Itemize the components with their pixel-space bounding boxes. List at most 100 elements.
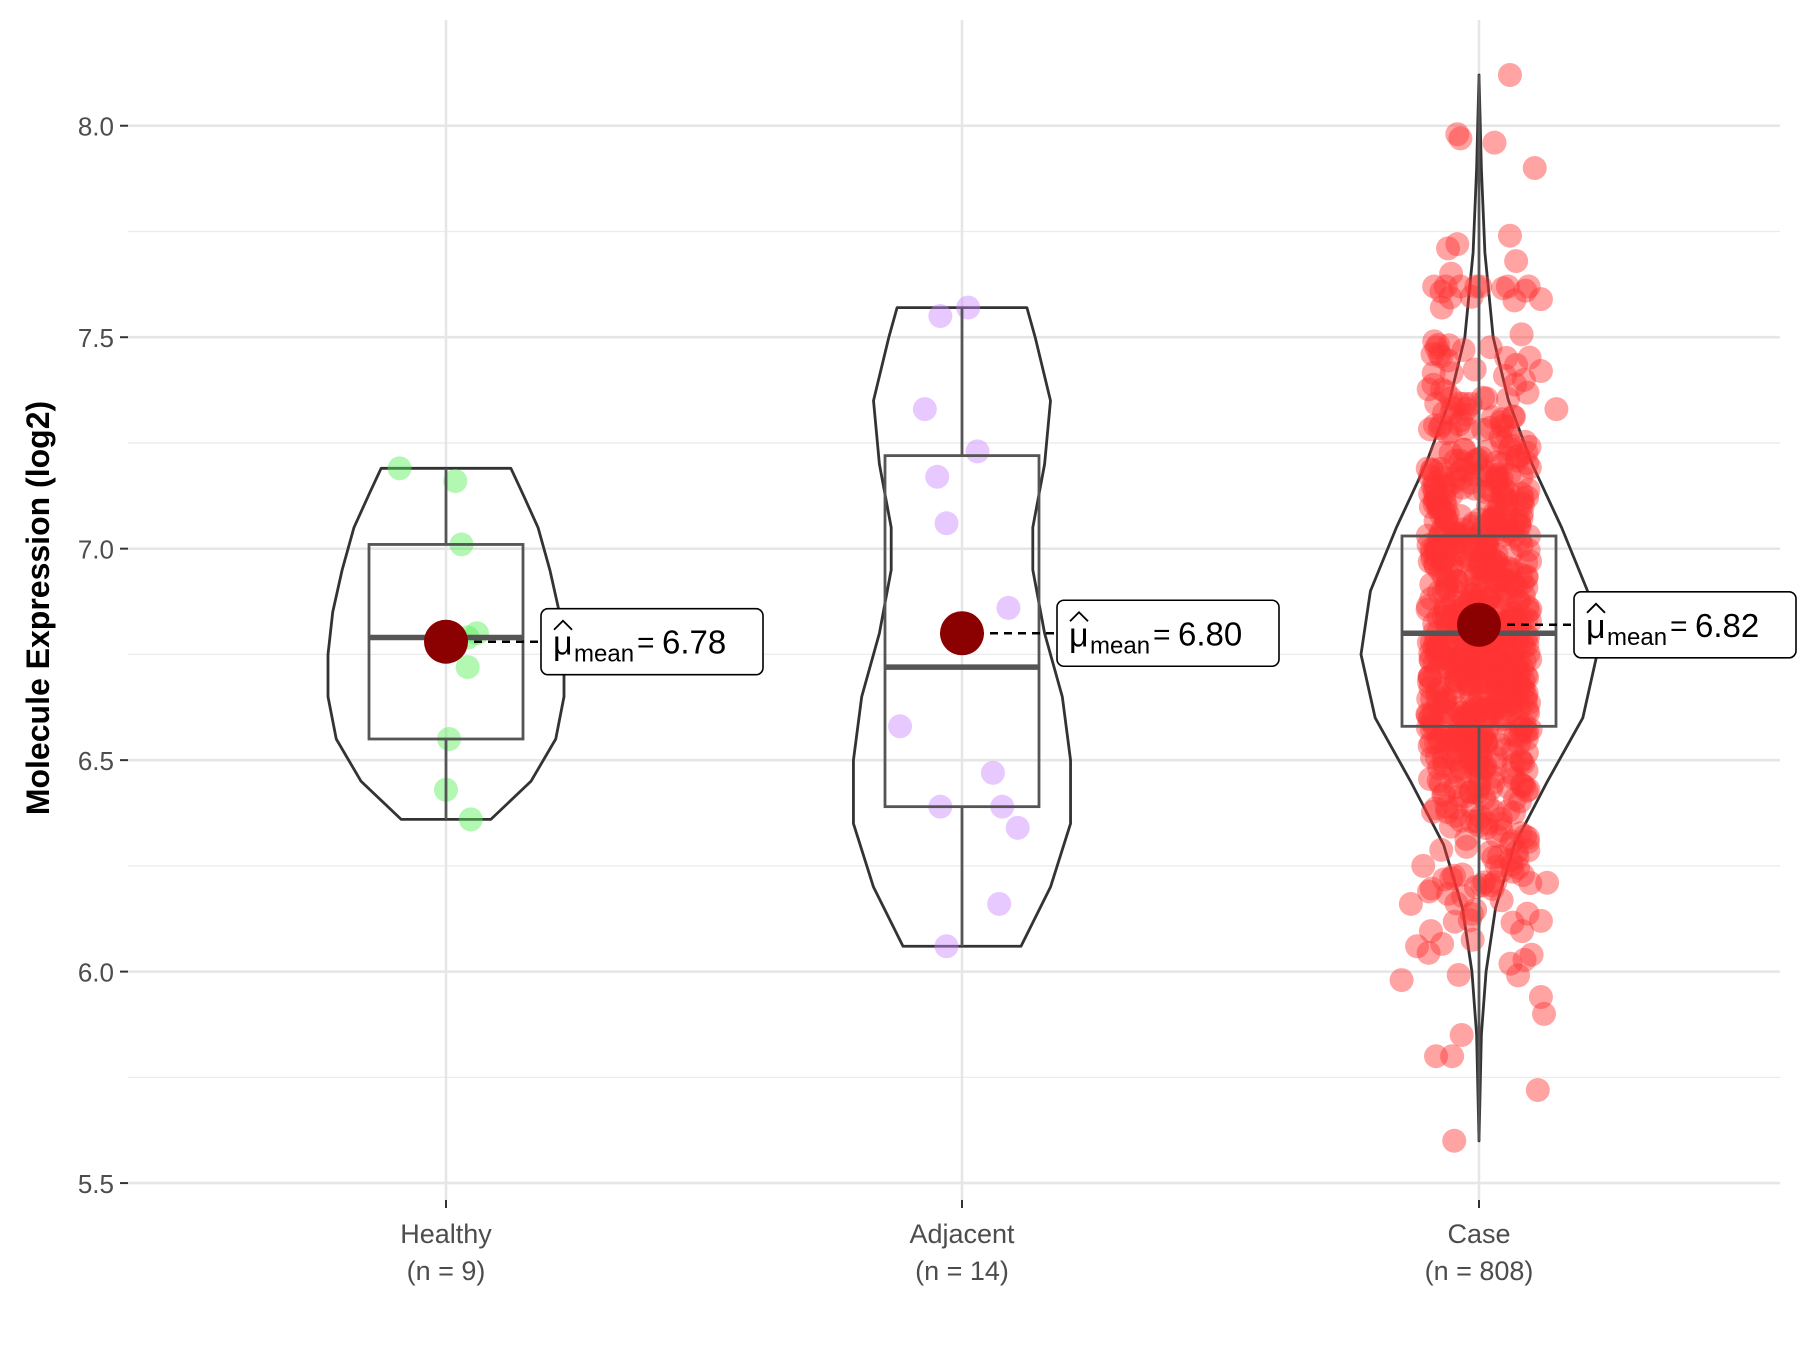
data-point bbox=[1463, 462, 1488, 487]
data-point bbox=[1509, 490, 1534, 515]
data-point bbox=[1417, 549, 1442, 574]
data-point bbox=[1423, 535, 1448, 560]
data-point bbox=[1501, 638, 1526, 663]
axes: 5.5 6.0 6.5 7.0 7.5 8.0 Healthy (n = 9) Adjacent… bbox=[78, 112, 1534, 1286]
data-point bbox=[1516, 641, 1541, 666]
data-point bbox=[1417, 879, 1442, 904]
data-point bbox=[1445, 232, 1470, 257]
data-point bbox=[1459, 699, 1484, 724]
data-point bbox=[1484, 470, 1509, 495]
data-point bbox=[1512, 824, 1537, 849]
data-point bbox=[1493, 706, 1518, 731]
mean-value: 6.78 bbox=[662, 624, 726, 661]
data-point bbox=[1452, 549, 1477, 574]
data-point bbox=[1433, 274, 1458, 299]
data-point bbox=[1436, 881, 1461, 906]
mean-value: 6.80 bbox=[1178, 615, 1242, 652]
data-point bbox=[1444, 891, 1469, 916]
data-point bbox=[1423, 730, 1448, 755]
data-point bbox=[1500, 607, 1525, 632]
data-point bbox=[1432, 753, 1457, 778]
data-point bbox=[1425, 633, 1450, 658]
data-point bbox=[1426, 605, 1451, 630]
data-point bbox=[1420, 457, 1445, 482]
data-point bbox=[1518, 549, 1543, 574]
data-point bbox=[1433, 686, 1458, 711]
data-point bbox=[1431, 748, 1456, 773]
data-point bbox=[1449, 458, 1474, 483]
data-point bbox=[1507, 696, 1532, 721]
data-point bbox=[1433, 595, 1458, 620]
data-point bbox=[1451, 337, 1476, 362]
data-point bbox=[1513, 429, 1538, 454]
data-point bbox=[1426, 728, 1451, 753]
data-point bbox=[1463, 532, 1488, 557]
data-point bbox=[1424, 538, 1449, 563]
data-point bbox=[1454, 834, 1479, 859]
data-point bbox=[1450, 643, 1475, 668]
data-point bbox=[1484, 745, 1509, 770]
data-point bbox=[1470, 571, 1495, 596]
data-point bbox=[1435, 698, 1460, 723]
data-point bbox=[1489, 466, 1514, 491]
data-point bbox=[1434, 561, 1459, 586]
data-point bbox=[1420, 687, 1445, 712]
data-point bbox=[1421, 372, 1446, 397]
data-point bbox=[1445, 122, 1470, 147]
data-point bbox=[1430, 440, 1455, 465]
y-tick-label: 6.0 bbox=[78, 958, 114, 988]
data-point bbox=[1415, 597, 1440, 622]
data-point bbox=[1449, 726, 1474, 751]
data-point bbox=[1429, 344, 1454, 369]
data-point bbox=[1492, 363, 1517, 388]
data-point bbox=[1517, 434, 1542, 459]
data-point bbox=[1458, 657, 1483, 682]
data-point bbox=[1446, 647, 1471, 672]
data-point bbox=[1438, 441, 1463, 466]
data-point bbox=[1475, 792, 1500, 817]
data-point bbox=[1506, 709, 1531, 734]
data-point bbox=[1518, 647, 1543, 672]
data-point bbox=[1490, 681, 1515, 706]
data-point bbox=[1519, 942, 1544, 967]
data-point bbox=[1444, 651, 1469, 676]
data-point bbox=[1411, 853, 1436, 878]
data-point bbox=[1420, 745, 1445, 770]
data-point bbox=[1501, 404, 1526, 429]
data-point bbox=[1495, 556, 1520, 581]
data-point bbox=[1441, 863, 1466, 888]
data-point bbox=[1514, 726, 1539, 751]
data-point bbox=[1425, 679, 1450, 704]
data-point bbox=[1494, 639, 1519, 664]
mean-subscript: mean bbox=[1090, 632, 1150, 659]
data-point bbox=[1493, 653, 1518, 678]
violin-outline bbox=[852, 306, 1072, 948]
data-point bbox=[1498, 699, 1523, 724]
data-point bbox=[1514, 624, 1539, 649]
data-point bbox=[1439, 400, 1464, 425]
data-point bbox=[1427, 489, 1452, 514]
data-point bbox=[1469, 555, 1494, 580]
data-point bbox=[1446, 569, 1471, 594]
y-tick-label: 6.5 bbox=[78, 746, 114, 776]
data-point bbox=[1443, 803, 1468, 828]
data-point bbox=[1495, 693, 1520, 718]
data-point bbox=[1493, 498, 1518, 523]
data-point bbox=[1419, 541, 1444, 566]
data-point bbox=[1430, 931, 1455, 956]
data-point bbox=[1458, 660, 1483, 685]
data-point bbox=[1428, 521, 1453, 546]
data-point bbox=[1444, 569, 1469, 594]
data-point bbox=[1422, 329, 1447, 354]
data-point bbox=[1500, 638, 1525, 663]
data-point bbox=[1516, 777, 1541, 802]
data-point bbox=[1492, 670, 1517, 695]
data-point bbox=[1420, 547, 1445, 572]
data-point bbox=[1497, 664, 1522, 689]
data-point bbox=[1484, 549, 1509, 574]
data-point bbox=[1458, 733, 1483, 758]
data-point bbox=[1463, 897, 1488, 922]
data-point bbox=[1430, 549, 1455, 574]
data-point bbox=[1477, 538, 1502, 563]
data-point bbox=[1428, 726, 1453, 751]
